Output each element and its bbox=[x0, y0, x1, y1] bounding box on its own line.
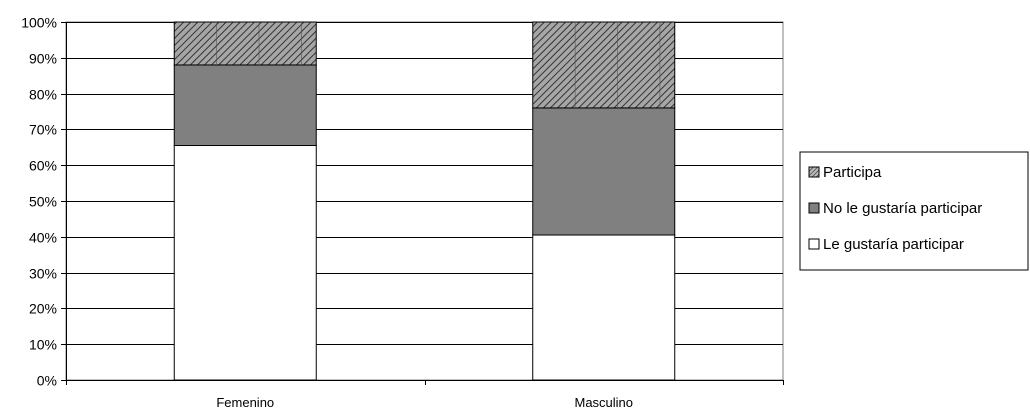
gridlines bbox=[65, 21, 784, 381]
legend: Participa No le gustaría participar Le gus… bbox=[799, 151, 1029, 271]
y-tick-label: 10% bbox=[29, 337, 57, 353]
y-tick-label: 0% bbox=[37, 373, 57, 389]
legend-swatch bbox=[808, 238, 820, 250]
y-tick-label: 80% bbox=[29, 87, 57, 103]
axes: 0% 10% 20% 30% 40% 50% 60% 70% 80% 90% 100% Femenin… bbox=[21, 15, 784, 410]
legend-label: Le gustaría participar bbox=[823, 236, 964, 253]
x-tick-label: Masculino bbox=[574, 395, 633, 410]
y-tick-label: 50% bbox=[29, 194, 57, 210]
legend-label: No le gustaría participar bbox=[823, 200, 982, 217]
bar-segment bbox=[532, 107, 676, 236]
y-tick-label: 100% bbox=[21, 15, 57, 31]
x-tick-label: Femenino bbox=[216, 395, 274, 410]
y-tick-label: 40% bbox=[29, 230, 57, 246]
bar-segment bbox=[532, 234, 676, 381]
y-tick-label: 70% bbox=[29, 122, 57, 138]
legend-label: Participa bbox=[823, 164, 882, 181]
y-tick-label: 20% bbox=[29, 301, 57, 317]
legend-swatch bbox=[808, 202, 820, 214]
y-tick-label: 90% bbox=[29, 51, 57, 67]
bar-segment bbox=[173, 145, 317, 381]
legend-box bbox=[799, 151, 1029, 271]
bar-segment bbox=[173, 21, 317, 66]
bar-segment bbox=[532, 21, 676, 109]
y-tick-label: 30% bbox=[29, 266, 57, 282]
legend-swatch bbox=[808, 166, 820, 178]
bar-segment bbox=[173, 64, 317, 147]
y-tick-label: 60% bbox=[29, 158, 57, 174]
bars bbox=[173, 21, 676, 381]
